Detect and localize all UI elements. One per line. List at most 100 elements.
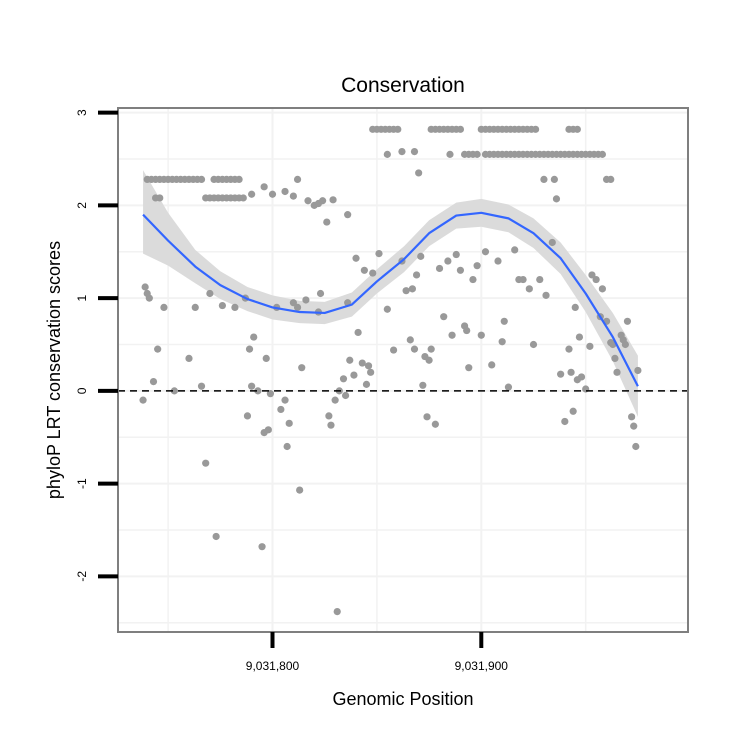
data-point [611, 354, 619, 363]
data-point [339, 375, 348, 383]
data-point [452, 250, 460, 259]
data-point [375, 250, 383, 258]
data-point [504, 383, 513, 391]
confidence-band-group [143, 170, 638, 417]
x-tick-label: 9,031,900 [455, 659, 509, 673]
data-point [427, 345, 435, 353]
data-point [281, 396, 289, 404]
data-point [613, 368, 621, 376]
data-point [383, 150, 391, 158]
data-point [367, 368, 375, 376]
data-point [561, 417, 569, 426]
y-axis-ticks: 3 2 1 0 -1 -2 [75, 109, 118, 582]
data-point [628, 413, 636, 421]
data-point [160, 303, 168, 311]
data-point [623, 317, 632, 325]
data-point [473, 150, 481, 158]
data-point [235, 175, 243, 184]
data-point [550, 175, 558, 184]
data-point [344, 211, 352, 219]
data-point [202, 459, 210, 467]
y-tick-label: 1 [75, 294, 89, 301]
data-point [498, 338, 506, 346]
data-point [298, 364, 306, 372]
data-point [408, 285, 416, 293]
data-point [139, 396, 147, 404]
data-point [191, 303, 199, 311]
data-point [258, 543, 266, 551]
y-axis-title: phyloP LRT conservation scores [44, 241, 64, 499]
data-point [197, 175, 206, 184]
data-point [477, 331, 485, 339]
data-point [494, 257, 502, 265]
data-point [607, 175, 615, 184]
data-point [352, 254, 360, 262]
data-point [316, 289, 325, 298]
data-point [264, 426, 272, 434]
data-point [469, 275, 477, 284]
data-point [448, 331, 456, 339]
data-point [630, 422, 638, 430]
data-point [446, 150, 454, 158]
data-point [369, 269, 377, 277]
data-point [262, 354, 270, 363]
data-point [346, 356, 354, 364]
data-points [139, 125, 642, 616]
data-point [248, 382, 256, 390]
data-point [588, 271, 596, 279]
data-point [248, 190, 256, 198]
data-point [569, 407, 577, 415]
x-axis-ticks: 9,031,800 9,031,900 [246, 632, 509, 673]
data-point [540, 175, 548, 184]
data-point [231, 303, 239, 311]
data-point [586, 342, 594, 350]
data-point [419, 381, 427, 389]
smooth-line-group [142, 211, 639, 387]
data-point [394, 125, 402, 133]
data-point [289, 299, 297, 307]
data-point [285, 419, 293, 427]
smooth-line [142, 211, 639, 387]
chart-title: Conservation [341, 74, 465, 97]
data-point [197, 382, 206, 390]
data-point [390, 346, 398, 354]
data-point [398, 147, 406, 156]
data-point [552, 195, 561, 203]
data-point [268, 190, 277, 198]
y-tick-label: -1 [75, 478, 89, 489]
data-point [325, 412, 333, 420]
data-point [383, 305, 391, 313]
data-point [170, 387, 178, 395]
data-point [341, 391, 350, 400]
data-point [218, 301, 226, 310]
data-point [592, 275, 600, 284]
data-point [149, 377, 158, 386]
panel-border [117, 107, 689, 633]
data-point [567, 368, 575, 376]
data-point [425, 356, 433, 364]
x-axis-title: Genomic Position [332, 689, 473, 709]
data-point [435, 264, 444, 273]
data-point [410, 147, 419, 156]
data-point [525, 285, 533, 293]
data-point [354, 328, 362, 337]
data-point [531, 125, 540, 133]
data-point [573, 125, 581, 133]
data-point [327, 421, 335, 429]
data-point [156, 194, 164, 202]
data-point [481, 248, 490, 256]
data-point [632, 442, 640, 451]
data-point [529, 340, 538, 349]
data-point [634, 366, 642, 375]
data-point [440, 313, 448, 321]
data-point [473, 262, 481, 270]
data-point [621, 340, 629, 349]
data-point [598, 150, 606, 158]
data-point [333, 607, 341, 616]
data-point [250, 333, 258, 341]
data-point [283, 442, 291, 451]
data-point [185, 354, 193, 363]
data-point [488, 361, 496, 369]
data-point [304, 197, 312, 205]
